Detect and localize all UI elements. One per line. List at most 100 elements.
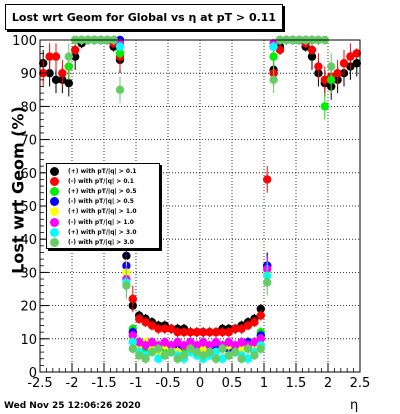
data-point	[211, 327, 221, 337]
data-point	[352, 49, 361, 58]
legend-label: (-) with pT/|q| > 0.5	[68, 198, 134, 206]
x-tick-label: 1	[260, 376, 268, 391]
data-point	[179, 351, 189, 360]
legend-entry: (+) with pT/|q| > 3.0	[50, 227, 159, 237]
y-tick-label: 60	[20, 167, 37, 182]
y-tick-label: 70	[20, 134, 37, 149]
data-point	[307, 45, 317, 55]
data-point	[320, 75, 329, 85]
data-point	[339, 59, 349, 68]
data-point	[141, 318, 150, 327]
data-point	[71, 45, 80, 55]
data-point	[122, 281, 131, 290]
data-point	[45, 69, 54, 78]
data-points	[39, 35, 361, 364]
legend-entry: (+) with pT/|q| > 1.0	[50, 207, 159, 217]
data-point	[327, 62, 336, 71]
x-tick-label: -2.5	[27, 376, 52, 391]
data-point	[237, 324, 246, 334]
x-tick-label: -0.5	[155, 376, 180, 391]
legend-label: (-) with pT/|q| > 1.0	[68, 218, 134, 226]
data-point	[160, 351, 169, 360]
data-point	[237, 354, 246, 363]
y-tick-label: 50	[20, 200, 37, 215]
data-point	[128, 337, 137, 347]
data-point	[154, 324, 163, 334]
data-point	[173, 354, 182, 363]
data-point	[64, 52, 74, 61]
data-point	[218, 327, 227, 337]
data-point	[231, 347, 240, 357]
data-point	[167, 324, 176, 334]
data-point	[224, 351, 233, 360]
x-tick-label: 1.5	[286, 376, 307, 391]
y-tick-label: 80	[20, 100, 37, 115]
data-point	[192, 347, 201, 357]
legend-label: (-) with pT/|q| > 3.0	[68, 238, 134, 246]
data-point	[237, 337, 246, 347]
data-point	[58, 69, 67, 78]
data-point	[256, 311, 265, 320]
legend-label: (+) with pT/|q| > 1.0	[68, 208, 137, 216]
timestamp-footer: Wed Nov 25 12:06:26 2020	[4, 401, 141, 411]
data-point	[192, 341, 201, 350]
x-tick-label: 2	[324, 376, 332, 391]
data-point	[211, 354, 221, 363]
legend-marker	[50, 166, 59, 176]
data-point	[256, 304, 265, 314]
data-point	[307, 52, 317, 61]
y-tick-label: 30	[20, 266, 37, 281]
legend-marker	[50, 197, 59, 207]
data-point	[231, 324, 240, 334]
data-point	[147, 337, 157, 347]
data-point	[71, 52, 80, 61]
data-point	[45, 52, 54, 61]
legend: (+) with pT/|q| > 0.1 (-) with pT/|q| > 0…	[46, 163, 160, 249]
data-point	[218, 354, 227, 363]
legend-entry: (+) with pT/|q| > 0.5	[50, 186, 159, 196]
data-point	[147, 347, 157, 357]
data-point	[199, 351, 208, 360]
data-point	[275, 45, 285, 55]
data-point	[243, 354, 253, 363]
data-point	[51, 52, 61, 61]
data-point	[154, 354, 163, 363]
data-point	[160, 337, 169, 347]
y-tick-label: 90	[20, 67, 37, 82]
data-point	[186, 344, 195, 353]
data-point	[135, 351, 144, 360]
data-point	[205, 327, 214, 337]
data-point	[205, 341, 214, 350]
data-point	[199, 344, 208, 353]
data-point	[135, 314, 144, 324]
legend-label: (-) with pT/|q| > 0.1	[68, 177, 134, 185]
chart-title: Lost wrt Geom for Global vs η at pT > 0.…	[5, 4, 283, 30]
y-axis-label: Lost wrt Geom (%)	[8, 106, 28, 274]
data-point	[250, 318, 259, 327]
data-point	[64, 78, 74, 88]
data-point	[115, 85, 125, 95]
data-point	[179, 327, 189, 337]
data-point	[211, 347, 221, 357]
data-point	[115, 42, 125, 51]
data-point	[243, 321, 253, 330]
data-point	[179, 341, 189, 350]
data-point	[205, 347, 214, 357]
y-tick-label: 100	[12, 34, 37, 49]
legend-entry: (-) with pT/|q| > 0.5	[50, 197, 159, 207]
data-point	[115, 49, 125, 58]
legend-marker	[50, 186, 59, 196]
legend-label: (+) with pT/|q| > 0.5	[68, 187, 137, 195]
legend-entry: (-) with pT/|q| > 3.0	[50, 237, 159, 247]
data-point	[128, 344, 137, 353]
legend-marker	[50, 207, 59, 217]
data-point	[269, 42, 278, 51]
legend-marker	[50, 176, 59, 186]
data-point	[346, 52, 355, 61]
data-point	[256, 334, 265, 343]
data-point	[199, 337, 208, 347]
y-tick-label: 40	[20, 233, 37, 248]
axis-ticks	[39, 39, 361, 373]
data-point	[192, 327, 201, 337]
